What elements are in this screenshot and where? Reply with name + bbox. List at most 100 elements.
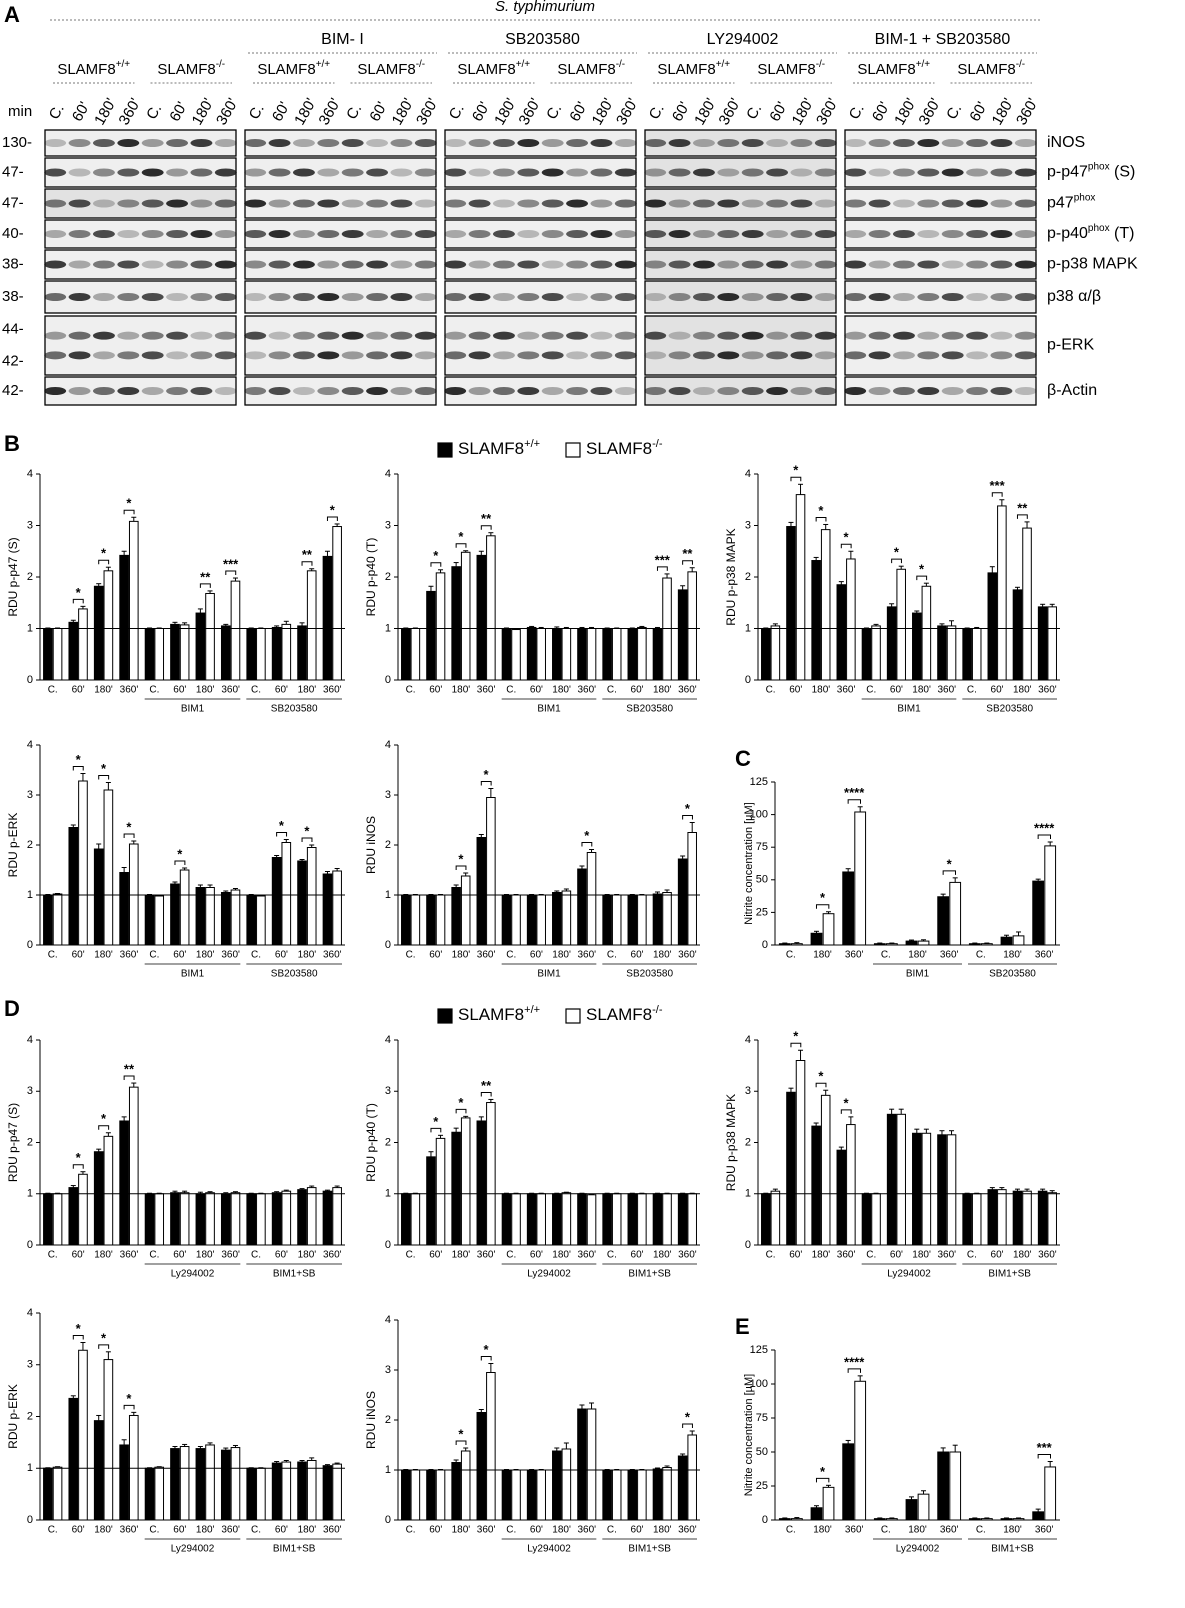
bar — [144, 1193, 155, 1246]
y-axis-label: RDU p-ERK — [6, 1384, 20, 1449]
band — [814, 168, 837, 177]
significance-bracket — [98, 775, 110, 780]
band — [566, 260, 589, 269]
group-label: Ly294002 — [171, 1544, 215, 1555]
band — [68, 168, 91, 177]
band — [892, 387, 915, 395]
significance-label: ** — [200, 569, 211, 584]
band — [741, 168, 764, 177]
x-tick-label: 360' — [1035, 950, 1054, 961]
bar — [997, 1189, 1007, 1246]
bar — [297, 860, 307, 946]
y-axis-label: RDU p-p38 MAPK — [724, 528, 738, 625]
blot-strip — [244, 157, 437, 188]
x-tick-label: 360' — [577, 1250, 596, 1261]
y-tick-label: 3 — [27, 519, 33, 531]
bar — [154, 1193, 165, 1246]
band — [966, 168, 989, 177]
significance-label: * — [433, 1114, 439, 1129]
bar — [426, 894, 436, 946]
bar — [1000, 1518, 1013, 1521]
text-part: SLAMF8 — [257, 61, 315, 78]
band — [492, 230, 515, 238]
band — [566, 331, 589, 340]
group-label: Ly294002 — [896, 1544, 940, 1555]
bar — [306, 847, 317, 946]
x-tick-label: 360' — [120, 1250, 139, 1261]
bar — [811, 1125, 821, 1246]
band — [868, 293, 891, 301]
band — [517, 293, 540, 301]
band — [766, 351, 789, 360]
bar — [297, 1189, 307, 1246]
band — [590, 331, 613, 340]
band — [614, 199, 637, 208]
mw-label: 38- — [2, 288, 24, 305]
band — [92, 260, 115, 269]
bar — [778, 943, 791, 946]
significance-label: * — [793, 463, 799, 478]
significance-bracket — [276, 832, 288, 837]
band — [268, 331, 291, 340]
bar — [220, 1449, 231, 1521]
legend-label: SLAMF8+/+ — [458, 438, 540, 459]
band — [668, 387, 691, 395]
band — [844, 351, 867, 360]
y-tick-label: 75 — [756, 841, 768, 853]
x-tick-label: C. — [149, 1250, 159, 1261]
x-tick-label: 180' — [452, 1525, 471, 1536]
x-tick-label: C. — [866, 1250, 876, 1261]
band — [492, 139, 515, 147]
x-tick-label: C. — [251, 1525, 261, 1536]
significance-label: *** — [655, 552, 671, 567]
blot-strip — [844, 315, 1037, 376]
band — [44, 293, 67, 301]
bar — [281, 623, 292, 681]
group-label: BIM1 — [906, 969, 930, 980]
bar — [980, 943, 993, 946]
bar — [486, 1102, 496, 1246]
band — [844, 230, 867, 238]
band — [892, 351, 915, 360]
text-part: SLAMF8 — [657, 61, 715, 78]
x-tick-label: 360' — [678, 950, 697, 961]
y-tick-label: 1 — [385, 889, 391, 901]
bar — [435, 1469, 446, 1521]
band — [68, 139, 91, 147]
y-tick-label: 0 — [762, 1514, 768, 1526]
bar — [451, 566, 461, 681]
band — [244, 331, 267, 340]
x-tick-label: 60' — [173, 950, 186, 961]
bar — [822, 1486, 835, 1521]
bar — [476, 837, 487, 946]
y-axis-label: RDU p-ERK — [6, 813, 20, 878]
bar — [770, 625, 781, 681]
band — [790, 351, 813, 360]
x-tick-label: C. — [149, 1525, 159, 1536]
band — [414, 351, 437, 360]
significance-label: * — [76, 1150, 82, 1165]
group-label: BIM1 — [181, 969, 205, 980]
band — [1014, 199, 1037, 208]
superscript: -/- — [816, 59, 825, 70]
y-tick-label: 3 — [385, 1085, 391, 1097]
bar — [410, 628, 421, 681]
bar — [912, 1132, 922, 1246]
y-tick-label: 1 — [385, 1464, 391, 1476]
y-axis-label: RDU p-p38 MAPK — [724, 1094, 738, 1191]
bar — [937, 1134, 947, 1246]
bar — [486, 535, 496, 681]
significance-bracket — [815, 516, 827, 522]
band — [844, 139, 867, 147]
time-label: 60' — [366, 99, 391, 125]
bar — [501, 1469, 512, 1521]
x-tick-label: C. — [866, 685, 876, 696]
band — [844, 387, 867, 395]
x-tick-label: 60' — [789, 1250, 802, 1261]
bar — [128, 520, 139, 681]
x-tick-label: 60' — [530, 1250, 543, 1261]
time-label: 180' — [389, 95, 418, 128]
bar — [987, 572, 998, 681]
text-part: SLAMF8 — [586, 1005, 652, 1024]
x-tick-label: 180' — [196, 1250, 215, 1261]
